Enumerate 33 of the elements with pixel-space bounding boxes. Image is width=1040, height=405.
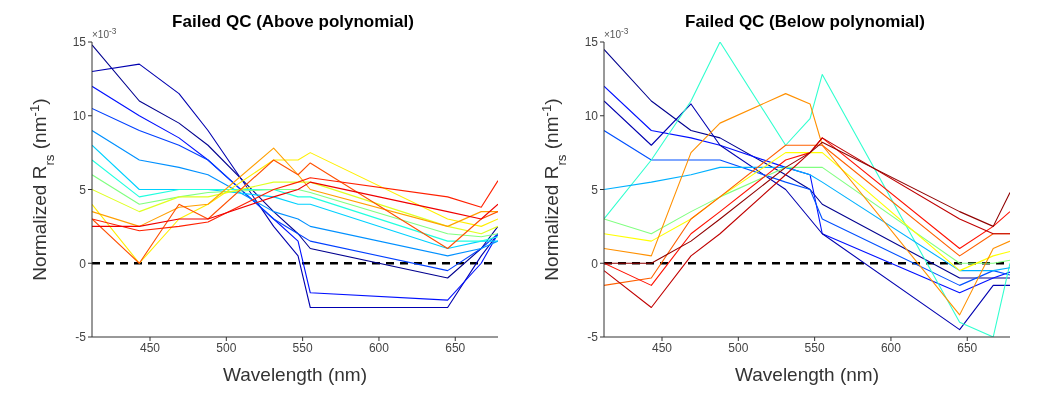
line-series bbox=[92, 107, 498, 272]
chart-title: Failed QC (Above polynomial) bbox=[172, 12, 414, 31]
y-tick-label: -5 bbox=[75, 330, 87, 345]
x-axis-title: Wavelength (nm) bbox=[735, 364, 879, 385]
y-tick-label: 0 bbox=[591, 256, 599, 271]
x-tick-label: 550 bbox=[292, 340, 313, 355]
x-tick-label: 650 bbox=[957, 340, 978, 355]
chart-title: Failed QC (Below polynomial) bbox=[685, 12, 925, 31]
line-series bbox=[92, 129, 498, 257]
line-series bbox=[604, 48, 1010, 279]
y-tick-label: 10 bbox=[72, 109, 87, 124]
line-series bbox=[92, 147, 498, 227]
x-tick-label: 500 bbox=[216, 340, 237, 355]
y-tick-label: 15 bbox=[72, 35, 87, 50]
x-tick-label: 600 bbox=[368, 340, 390, 355]
line-series bbox=[92, 44, 498, 279]
line-series bbox=[92, 144, 498, 250]
text: ×10$^{-3}$ bbox=[92, 26, 117, 41]
x-tick-label: 450 bbox=[139, 340, 161, 355]
line-series bbox=[92, 159, 498, 242]
x-tick-label: 500 bbox=[728, 340, 749, 355]
x-tick-label: 600 bbox=[880, 340, 902, 355]
y-tick-label: 5 bbox=[591, 182, 599, 197]
y-tick-label: 15 bbox=[584, 35, 599, 50]
y-tick-label: 5 bbox=[79, 182, 87, 197]
x-tick-label: 650 bbox=[445, 340, 466, 355]
y-tick-label: 10 bbox=[584, 109, 599, 124]
x-tick-label: 550 bbox=[804, 340, 825, 355]
y-tick-label: -5 bbox=[587, 330, 599, 345]
x-axis-title: Wavelength (nm) bbox=[223, 364, 367, 385]
y-tick-label: 0 bbox=[79, 256, 87, 271]
text: ×10$^{-3}$ bbox=[604, 26, 629, 41]
x-tick-label: 450 bbox=[651, 340, 673, 355]
